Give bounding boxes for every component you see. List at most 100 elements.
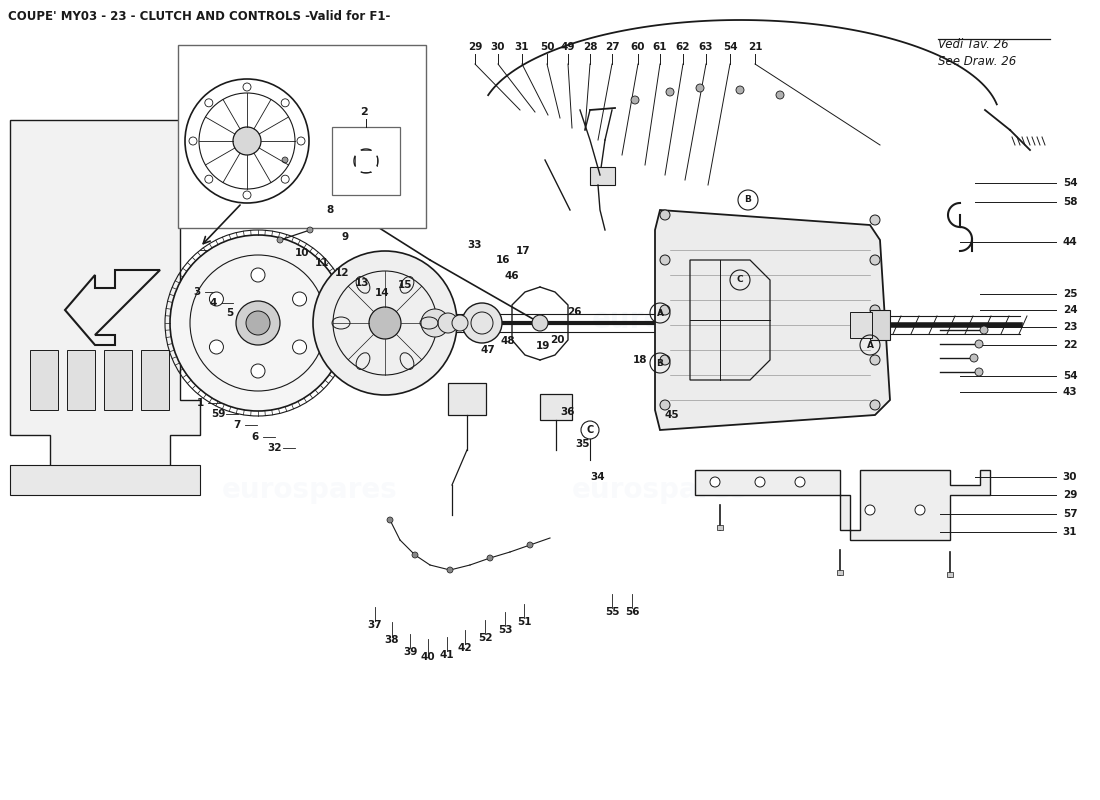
Text: 53: 53 [497, 625, 513, 635]
Circle shape [710, 477, 720, 487]
Circle shape [447, 567, 453, 573]
Text: 46: 46 [505, 271, 519, 281]
Circle shape [412, 552, 418, 558]
Circle shape [631, 96, 639, 104]
Circle shape [205, 99, 212, 107]
Circle shape [660, 255, 670, 265]
Circle shape [205, 175, 212, 183]
Text: 41: 41 [440, 650, 454, 660]
Circle shape [246, 311, 270, 335]
Circle shape [277, 237, 283, 243]
Text: 54: 54 [1063, 178, 1077, 188]
Text: 34: 34 [591, 472, 605, 482]
Circle shape [218, 166, 226, 174]
Text: 21: 21 [748, 42, 762, 52]
Circle shape [251, 364, 265, 378]
Circle shape [297, 137, 305, 145]
Text: 28: 28 [583, 42, 597, 52]
Circle shape [209, 340, 223, 354]
Bar [67, 350, 95, 410]
Text: 49: 49 [561, 42, 575, 52]
Circle shape [527, 542, 534, 548]
Circle shape [438, 313, 458, 333]
Circle shape [487, 555, 493, 561]
Circle shape [293, 340, 307, 354]
Text: 23: 23 [1063, 322, 1077, 332]
Text: 22: 22 [1063, 340, 1077, 350]
Polygon shape [654, 210, 890, 430]
Circle shape [736, 86, 744, 94]
Circle shape [660, 210, 670, 220]
Text: 6: 6 [252, 432, 258, 442]
Text: 20: 20 [550, 335, 564, 345]
Circle shape [970, 354, 978, 362]
Text: 56: 56 [625, 607, 639, 617]
Text: 51: 51 [517, 617, 531, 627]
Text: B: B [657, 358, 663, 367]
Circle shape [233, 127, 261, 155]
Bar [837, 570, 843, 575]
Text: 44: 44 [1063, 237, 1077, 247]
Circle shape [189, 137, 197, 145]
Text: 30: 30 [491, 42, 505, 52]
Polygon shape [695, 470, 990, 540]
Circle shape [870, 305, 880, 315]
Text: 55: 55 [605, 607, 619, 617]
Circle shape [980, 326, 988, 334]
Circle shape [865, 505, 874, 515]
Circle shape [666, 88, 674, 96]
Circle shape [307, 227, 314, 233]
Text: 30: 30 [1063, 472, 1077, 482]
Bar [870, 310, 890, 340]
Bar [540, 394, 572, 420]
Text: 9: 9 [341, 232, 349, 242]
Text: 59: 59 [211, 409, 226, 419]
Circle shape [532, 315, 548, 331]
Bar [947, 572, 953, 577]
Circle shape [660, 355, 670, 365]
Circle shape [282, 99, 289, 107]
Text: 47: 47 [481, 345, 495, 355]
Text: 31: 31 [1063, 527, 1077, 537]
Bar [10, 465, 200, 495]
Text: 54: 54 [1063, 371, 1077, 381]
Circle shape [870, 400, 880, 410]
Text: 12: 12 [334, 268, 350, 278]
Circle shape [696, 84, 704, 92]
Text: 48: 48 [500, 336, 515, 346]
Text: 3: 3 [194, 287, 200, 297]
Circle shape [236, 301, 280, 345]
Text: 4: 4 [209, 298, 217, 308]
Text: 29: 29 [1063, 490, 1077, 500]
Text: 57: 57 [1063, 509, 1077, 519]
Text: 2: 2 [360, 107, 367, 117]
Text: 13: 13 [354, 278, 370, 288]
Circle shape [314, 251, 456, 395]
Circle shape [243, 191, 251, 199]
Bar [178, 45, 426, 228]
Text: 50: 50 [540, 42, 554, 52]
Text: Vedi Tav. 26: Vedi Tav. 26 [938, 38, 1009, 51]
Text: eurospares: eurospares [592, 306, 768, 334]
Text: 39: 39 [403, 647, 417, 657]
Circle shape [870, 215, 880, 225]
Text: eurospares: eurospares [222, 476, 398, 504]
Text: 27: 27 [605, 42, 619, 52]
Text: 32: 32 [267, 443, 283, 453]
Circle shape [368, 307, 402, 339]
Text: 14: 14 [375, 288, 389, 298]
Bar [590, 167, 615, 185]
Circle shape [870, 255, 880, 265]
Text: 16: 16 [496, 255, 510, 265]
Circle shape [243, 83, 251, 91]
Circle shape [915, 505, 925, 515]
Circle shape [975, 368, 983, 376]
Text: 8: 8 [327, 205, 333, 215]
Text: 45: 45 [664, 410, 680, 420]
Circle shape [282, 157, 288, 163]
Bar [104, 350, 132, 410]
Circle shape [975, 340, 983, 348]
Circle shape [870, 355, 880, 365]
Text: 18: 18 [632, 355, 647, 365]
Text: A: A [867, 341, 873, 350]
